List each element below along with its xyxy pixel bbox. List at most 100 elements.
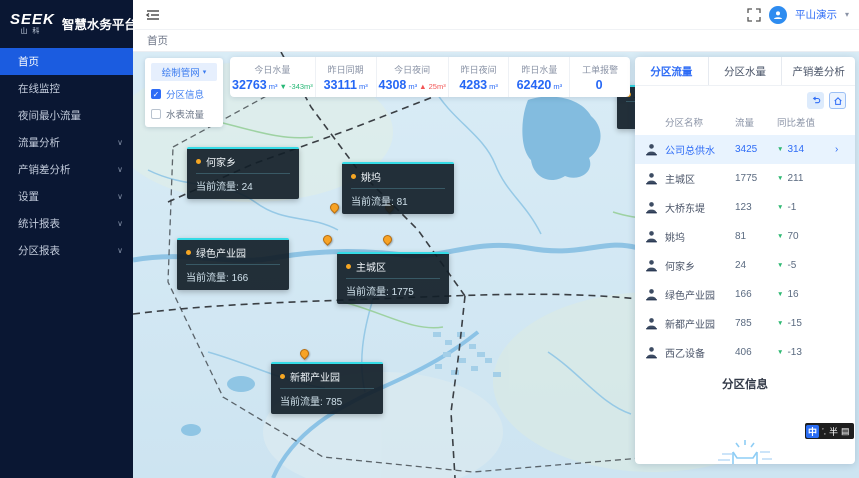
home-button[interactable] <box>829 92 846 109</box>
zone-diff-value: -1 <box>787 202 797 213</box>
stat-value-row: 4283 m³ <box>459 78 498 92</box>
sidebar-item[interactable]: 分区报表 ∨ <box>0 237 133 264</box>
sidebar-item[interactable]: 设置 ∨ <box>0 183 133 210</box>
divider <box>346 278 440 279</box>
back-button[interactable] <box>807 92 824 109</box>
ime-halfwidth-button[interactable]: 半 <box>829 426 839 437</box>
table-row[interactable]: 姚坞 81 ▼ 70 › <box>635 222 855 251</box>
zone-flow: 24 <box>735 260 747 271</box>
zone-diff: ▼ 314 <box>777 144 835 155</box>
zone-person-icon <box>646 318 657 330</box>
breadcrumb[interactable]: 首页 <box>147 35 168 47</box>
zone-person-icon <box>646 347 657 359</box>
chevron-down-icon: ∨ <box>117 138 123 147</box>
zone-flow: 166 <box>735 289 752 300</box>
ime-chinese-button[interactable]: 中 <box>806 424 819 438</box>
marker-zone-name: 新都产业园 <box>290 373 340 384</box>
sidebar-item[interactable]: 在线监控 ∨ <box>0 75 133 102</box>
username[interactable]: 平山演示 <box>794 9 837 21</box>
marker-title-row: 何家乡 <box>196 154 290 169</box>
fullscreen-icon[interactable] <box>747 7 761 22</box>
sidebar-item[interactable]: 统计报表 ∨ <box>0 210 133 237</box>
stat-value: 0 <box>595 77 603 92</box>
zone-diff: ▼ -1 <box>777 202 835 213</box>
table-row[interactable]: 西乙设备 406 ▼ -13 › <box>635 338 855 367</box>
table-row[interactable]: 新都产业园 785 ▼ -15 › <box>635 309 855 338</box>
zone-flow: 785 <box>735 318 752 329</box>
draw-network-button[interactable]: 绘制管网 ▾ <box>151 63 217 81</box>
stat-cell: 工单报警 0 <box>570 57 630 97</box>
avatar[interactable] <box>768 5 787 24</box>
triangle-down-icon: ▼ <box>777 146 784 153</box>
sidebar-item[interactable]: 首页 ∨ <box>0 48 133 75</box>
sidebar-item-label: 统计报表 <box>18 218 60 230</box>
panel-tools <box>635 86 855 111</box>
breadcrumb-bar: 首页 <box>133 30 859 52</box>
zone-name: 绿色产业园 <box>665 291 715 302</box>
stat-label: 昨日水量 <box>521 64 558 75</box>
zone-diff: ▼ 70 <box>777 231 835 242</box>
map-marker[interactable]: 主城区 当前流量: 1775 <box>337 252 449 304</box>
sidebar-item[interactable]: 夜间最小流量 ∨ <box>0 102 133 129</box>
panel-tabs: 分区流量 分区水量 产销差分析 <box>635 57 855 86</box>
zone-person-icon <box>646 173 657 185</box>
table-row[interactable]: 何家乡 24 ▼ -5 › <box>635 251 855 280</box>
layer-checkbox[interactable] <box>151 109 161 119</box>
layer-toggle[interactable]: ✓ 分区信息 <box>151 87 217 101</box>
table-row[interactable]: 大桥东堤 123 ▼ -1 › <box>635 193 855 222</box>
zone-name: 主城区 <box>665 175 695 186</box>
stat-cell: 昨日夜间 4283 m³ <box>449 57 510 97</box>
sidebar-item[interactable]: 产销差分析 ∨ <box>0 156 133 183</box>
panel-tab-label: 分区流量 <box>650 65 693 78</box>
stat-unit: m³ <box>268 81 278 91</box>
table-row[interactable]: 公司总供水 3425 ▼ 314 › <box>635 135 855 164</box>
panel-tab[interactable]: 分区水量 <box>709 57 783 85</box>
panel-tab[interactable]: 分区流量 <box>635 57 709 85</box>
topbar: 平山演示 ▾ <box>133 0 859 30</box>
table-row[interactable]: 主城区 1775 ▼ 211 › <box>635 164 855 193</box>
column-header-diff: 同比差值 <box>777 118 816 129</box>
draw-network-label: 绘制管网 <box>161 68 200 79</box>
zone-diff: ▼ -13 <box>777 347 835 358</box>
sidebar-menu: 首页 ∨ 在线监控 ∨ 夜间最小流量 ∨ 流量分析 ∨ 产销差分析 ∨ 设置 ∨… <box>0 48 133 264</box>
triangle-down-icon: ▼ <box>777 175 784 182</box>
zone-person-icon <box>646 144 657 156</box>
panel-tab[interactable]: 产销差分析 <box>782 57 855 85</box>
map-canvas[interactable]: 绘制管网 ▾ ✓ 分区信息 水表流量 今日水量 32763 m³ ▼ -343m… <box>133 52 859 478</box>
zone-name: 大桥东堤 <box>665 204 705 215</box>
sidebar-item[interactable]: 流量分析 ∨ <box>0 129 133 156</box>
panel-tab-label: 产销差分析 <box>792 65 845 78</box>
zone-person-icon <box>646 260 657 272</box>
sidebar-item-label: 设置 <box>18 191 39 203</box>
chevron-down-icon: ▾ <box>202 69 207 76</box>
sidebar-item-label: 首页 <box>18 56 39 68</box>
app-logo: SEEK 山科 智慧水务平台 <box>0 0 137 46</box>
zone-diff: ▼ 16 <box>777 289 835 300</box>
marker-flow: 当前流量: 785 <box>280 393 374 408</box>
marker-flow-label: 当前流量: <box>351 197 394 208</box>
layer-toggle[interactable]: 水表流量 <box>151 107 217 121</box>
map-marker[interactable]: 姚坞 当前流量: 81 <box>342 162 454 214</box>
map-marker[interactable]: 何家乡 当前流量: 24 <box>187 147 299 199</box>
stat-value-row: 32763 m³ ▼ -343m³ <box>232 78 313 92</box>
zone-flow: 81 <box>735 231 747 242</box>
column-header-flow: 流量 <box>735 118 755 129</box>
triangle-down-icon: ▼ <box>777 291 784 298</box>
zone-diff: ▼ 211 <box>777 173 835 184</box>
map-marker[interactable]: 绿色产业园 当前流量: 166 <box>177 238 289 290</box>
layer-checkbox[interactable]: ✓ <box>151 89 161 99</box>
table-row[interactable]: 绿色产业园 166 ▼ 16 › <box>635 280 855 309</box>
ime-punct-button[interactable]: ’, <box>822 426 826 436</box>
collapse-menu-icon[interactable] <box>145 7 161 23</box>
divider <box>351 188 445 189</box>
zone-person-icon <box>646 289 657 301</box>
keyboard-icon[interactable]: ▤ <box>841 425 850 436</box>
triangle-down-icon: ▼ <box>777 349 784 356</box>
sidebar-item-label: 夜间最小流量 <box>18 110 81 122</box>
divider <box>196 173 290 174</box>
map-marker[interactable]: 新都产业园 当前流量: 785 <box>271 362 383 414</box>
chevron-down-icon[interactable]: ▾ <box>844 10 849 19</box>
stat-value: 33111 <box>323 77 357 92</box>
marker-zone-name: 姚坞 <box>361 173 381 184</box>
stat-cell: 昨日同期 33111 m³ <box>316 57 377 97</box>
